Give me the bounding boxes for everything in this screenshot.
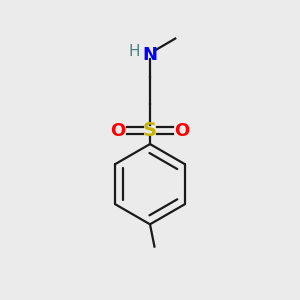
Text: H: H (128, 44, 140, 59)
Text: S: S (143, 121, 157, 140)
Text: N: N (142, 46, 158, 64)
Text: O: O (174, 122, 189, 140)
Text: O: O (111, 122, 126, 140)
